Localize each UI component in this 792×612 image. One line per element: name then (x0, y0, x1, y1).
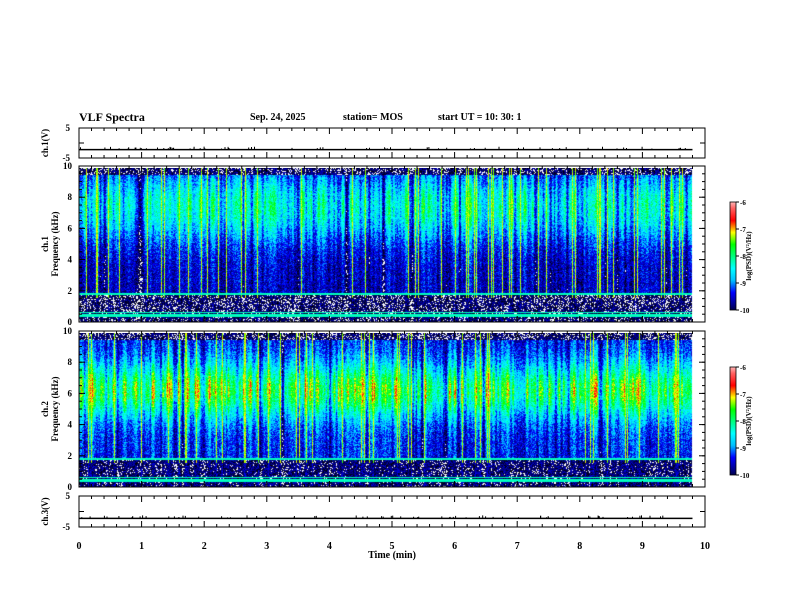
ch1-spectrogram-ylabel-line: Frequency (kHz) (50, 211, 60, 276)
ch1-spectrogram-image (79, 168, 693, 322)
ch2-spectrogram-colorbar-tick-label: -9 (740, 445, 746, 453)
x-tick-label: 2 (202, 541, 207, 552)
ch1-volt-ytick-label: 5 (66, 123, 71, 133)
ch1-volt-ylabel: ch.1(V) (40, 129, 50, 157)
ch1-spectrogram-colorbar-tick-label: -7 (740, 226, 746, 234)
ch2-spectrogram-colorbar-tick-label: -7 (740, 391, 746, 399)
ch2-spectrogram-ytick-label: 8 (68, 357, 73, 367)
ch2-spectrogram-ylabel-line: Frequency (kHz) (50, 376, 60, 441)
ch2-spectrogram-colorbar-tick-label: -8 (740, 418, 746, 426)
ch2-spectrogram-frame (78, 330, 706, 488)
chart-title: VLF Spectra (79, 110, 145, 124)
ch1-spectrogram-ylabel: ch.1Frequency (kHz) (40, 211, 60, 276)
x-tick-label: 7 (515, 541, 520, 552)
x-tick-label: 1 (139, 541, 144, 552)
ch1-spectrogram-colorbar-label: log(PSD)(V²/Hz) (745, 231, 753, 281)
ch1-spectrogram-frame (78, 165, 706, 323)
ch2-spectrogram-ytick-label: 0 (68, 482, 73, 492)
ch1-spectrogram-colorbar-tick-label: -10 (740, 307, 750, 315)
ch2-spectrogram-ytick-label: 10 (63, 326, 73, 336)
x-tick-label: 3 (264, 541, 269, 552)
ch1-spectrogram-colorbar-frame (729, 201, 737, 311)
ch1-volt-trace-spikes (80, 146, 686, 150)
ch1-spectrogram-ytick-label: 4 (68, 255, 73, 265)
ch2-spectrogram-colorbar-tick-label: -6 (740, 364, 746, 372)
ch1-spectrogram-ytick-label: 0 (68, 317, 73, 327)
ch3-volt-ytick-label: -5 (63, 522, 71, 532)
ch1-spectrogram-ytick-label: 6 (68, 223, 73, 233)
x-tick-label: 4 (327, 541, 332, 552)
ch3-volt-ylabel: ch.3(V) (40, 497, 50, 525)
ch1-spectrogram-ytick-label: 8 (68, 192, 73, 202)
ch2-spectrogram-ylabel: ch.2Frequency (kHz) (40, 376, 60, 441)
ch1-spectrogram-colorbar-tick-label: -9 (740, 280, 746, 288)
x-tick-label: 5 (390, 541, 395, 552)
x-tick-label: 10 (700, 541, 710, 552)
start-time-label: start UT = 10: 30: 1 (438, 112, 522, 123)
x-tick-label: 0 (77, 541, 82, 552)
ch1-spectrogram-ytick-label: 2 (68, 286, 73, 296)
ch1-spectrogram-ylabel-line: ch.1 (40, 236, 50, 252)
ch2-spectrogram-colorbar-frame (729, 366, 737, 476)
ch2-spectrogram-colorbar-label: log(PSD)(V²/Hz) (745, 396, 753, 446)
x-tick-label: 6 (452, 541, 457, 552)
ch1-spectrogram-colorbar-tick-label: -6 (740, 199, 746, 207)
ch2-spectrogram-colorbar-tick-label: -10 (740, 472, 750, 480)
ch1-volt-ylabel-line: ch.1(V) (40, 129, 50, 157)
ch3-volt-ytick-label: 5 (66, 491, 71, 501)
ch2-spectrogram-ytick-label: 2 (68, 451, 73, 461)
ch1-volt-ytick-label: -5 (63, 153, 71, 163)
ch3-volt-trace-spikes (81, 515, 664, 519)
ch2-spectrogram-image (79, 333, 693, 487)
ch1-spectrogram-ytick-label: 10 (63, 161, 73, 171)
ch1-colorbar (730, 202, 736, 310)
ch2-spectrogram-ytick-label: 6 (68, 388, 73, 398)
ch1-spectrogram-colorbar-tick-label: -8 (740, 253, 746, 261)
ch2-spectrogram-ytick-label: 4 (68, 420, 73, 430)
x-tick-label: 8 (577, 541, 582, 552)
x-axis-label: Time (min) (368, 550, 416, 561)
station-label: station= MOS (343, 112, 403, 123)
ch2-colorbar (730, 367, 736, 475)
ch3-volt-ylabel-line: ch.3(V) (40, 497, 50, 525)
x-tick-label: 9 (640, 541, 645, 552)
ch2-spectrogram-ylabel-line: ch.2 (40, 401, 50, 417)
date-label: Sep. 24, 2025 (250, 112, 306, 123)
